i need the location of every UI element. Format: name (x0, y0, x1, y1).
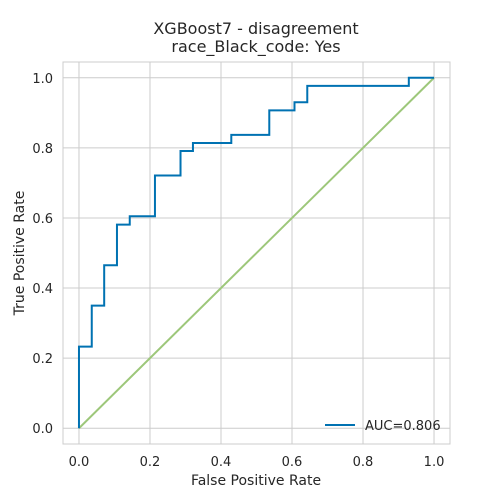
x-tick-label: 0.6 (282, 455, 303, 470)
plot-lines (77, 76, 435, 429)
y-tick-label: 0.0 (32, 422, 53, 437)
y-tick-label: 0.8 (32, 142, 53, 157)
roc-curve (77, 76, 435, 429)
legend-label: AUC=0.806 (365, 419, 441, 434)
legend: AUC=0.806 (325, 419, 441, 434)
y-tick-label: 0.2 (32, 352, 53, 367)
x-tick-label: 0.4 (211, 455, 232, 470)
chart-title-line-2: race_Black_code: Yes (171, 37, 340, 57)
grid (63, 62, 450, 444)
plot-frame (62, 61, 451, 445)
chart-title-line-1: XGBoost7 - disagreement (153, 19, 358, 38)
diagonal-reference-line (78, 77, 435, 429)
x-tick-label: 0.2 (140, 455, 161, 470)
x-axis-label: False Positive Rate (191, 473, 321, 489)
y-tick-label: 0.6 (32, 212, 53, 227)
x-tick-label: 1.0 (424, 455, 445, 470)
y-tick-label: 0.4 (32, 282, 53, 297)
y-tick-label: 1.0 (32, 72, 53, 87)
x-tick-label: 0.8 (353, 455, 374, 470)
x-tick-label: 0.0 (69, 455, 90, 470)
y-axis-label: True Positive Rate (12, 191, 28, 317)
tick-labels: 0.0 0.2 0.4 0.6 0.8 1.0 0.0 0.2 0.4 0.6 0.8 1.0 (32, 72, 444, 470)
